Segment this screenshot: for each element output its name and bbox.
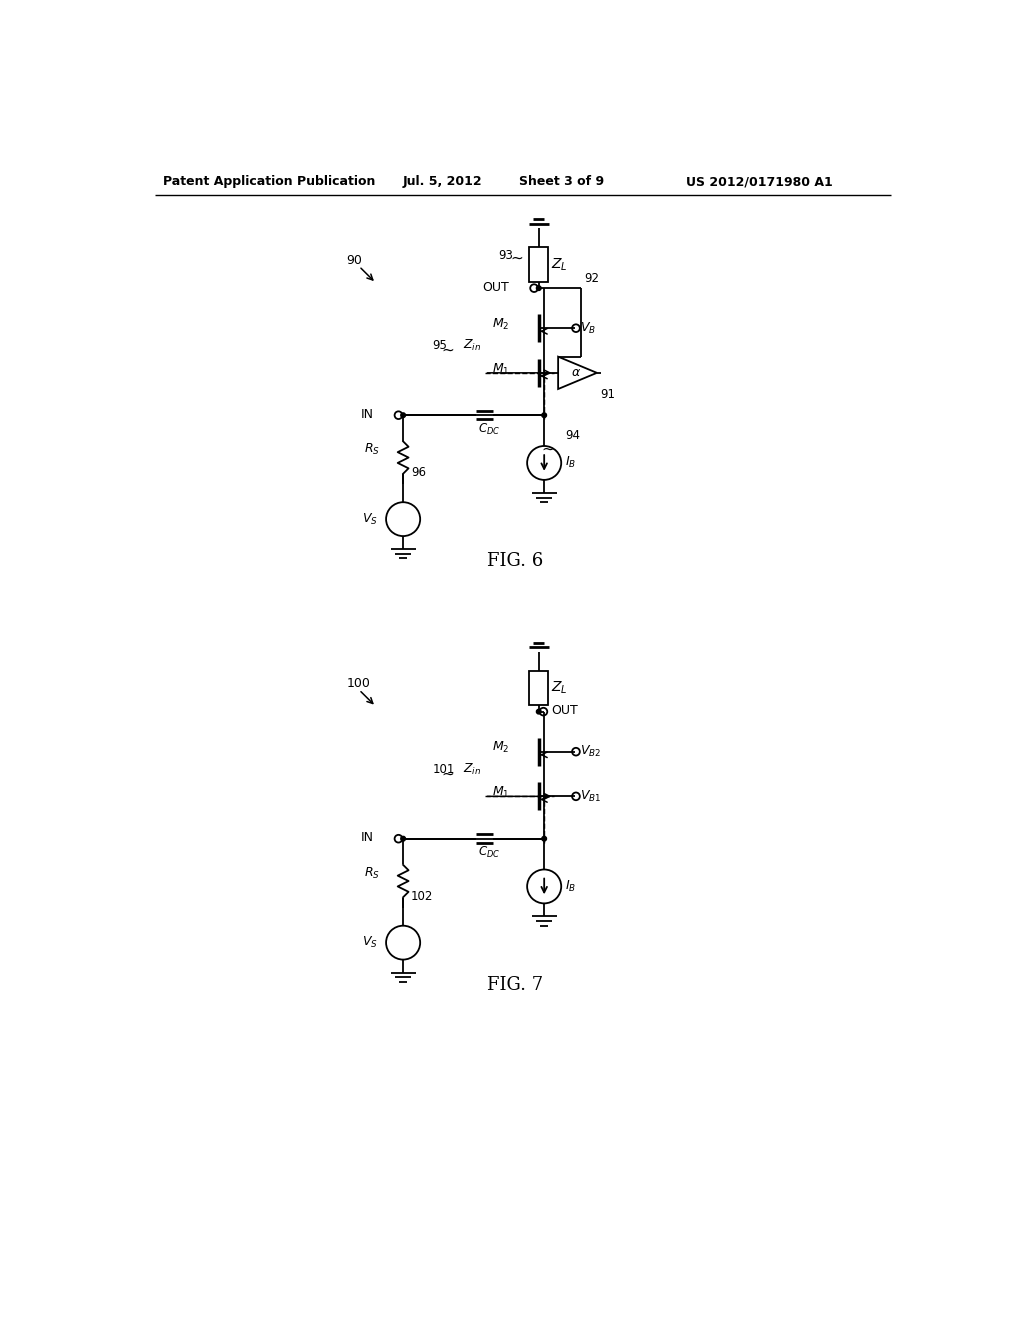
Text: US 2012/0171980 A1: US 2012/0171980 A1 (686, 176, 833, 187)
Text: IN: IN (360, 832, 374, 845)
Text: IN: IN (360, 408, 374, 421)
Text: ~: ~ (511, 251, 523, 267)
Circle shape (542, 413, 547, 417)
Text: $I_B$: $I_B$ (565, 455, 577, 470)
Text: ~: ~ (542, 442, 554, 457)
Text: $M_1$: $M_1$ (492, 785, 509, 800)
Text: 91: 91 (600, 388, 615, 401)
Text: $Z_{in}$: $Z_{in}$ (463, 762, 481, 777)
Text: ~: ~ (441, 767, 455, 781)
Text: $C_{DC}$: $C_{DC}$ (478, 845, 501, 861)
Circle shape (537, 709, 541, 714)
Text: 94: 94 (565, 429, 581, 442)
Text: 102: 102 (411, 890, 433, 903)
Text: FIG. 7: FIG. 7 (487, 975, 544, 994)
Text: $\alpha$: $\alpha$ (570, 367, 581, 379)
Text: $V_{B2}$: $V_{B2}$ (580, 744, 601, 759)
Text: $M_2$: $M_2$ (492, 317, 509, 331)
Circle shape (400, 413, 406, 417)
Text: 96: 96 (411, 466, 426, 479)
Text: $I_B$: $I_B$ (565, 879, 577, 894)
Text: Jul. 5, 2012: Jul. 5, 2012 (403, 176, 482, 187)
Text: OUT: OUT (482, 281, 509, 294)
Text: $C_{DC}$: $C_{DC}$ (478, 421, 501, 437)
Text: Sheet 3 of 9: Sheet 3 of 9 (519, 176, 604, 187)
Circle shape (537, 286, 541, 290)
Bar (529, 671, 548, 705)
Text: $Z_{in}$: $Z_{in}$ (463, 338, 481, 354)
Text: $V_S$: $V_S$ (361, 512, 378, 527)
Text: $V_{B1}$: $V_{B1}$ (580, 789, 601, 804)
Text: Patent Application Publication: Patent Application Publication (163, 176, 375, 187)
Text: ~: ~ (441, 343, 455, 358)
Text: $R_S$: $R_S$ (364, 866, 380, 880)
Text: 92: 92 (585, 272, 599, 285)
Circle shape (527, 870, 561, 903)
Circle shape (527, 446, 561, 480)
Bar (529, 247, 548, 282)
Text: $M_1$: $M_1$ (492, 362, 509, 376)
Polygon shape (558, 356, 597, 389)
Text: FIG. 6: FIG. 6 (487, 553, 544, 570)
Text: 101: 101 (432, 763, 455, 776)
Text: 95: 95 (432, 339, 447, 352)
Circle shape (386, 925, 420, 960)
Text: 93: 93 (499, 249, 513, 261)
Circle shape (400, 837, 406, 841)
Text: 90: 90 (346, 253, 362, 267)
Circle shape (386, 502, 420, 536)
Text: OUT: OUT (551, 705, 578, 717)
Text: $Z_L$: $Z_L$ (551, 680, 568, 697)
Circle shape (542, 837, 547, 841)
Text: 100: 100 (346, 677, 371, 690)
Text: $Z_L$: $Z_L$ (551, 256, 568, 273)
Text: $V_B$: $V_B$ (580, 321, 596, 335)
Text: $R_S$: $R_S$ (364, 442, 380, 458)
Text: $V_S$: $V_S$ (361, 935, 378, 950)
Text: $M_2$: $M_2$ (492, 741, 509, 755)
